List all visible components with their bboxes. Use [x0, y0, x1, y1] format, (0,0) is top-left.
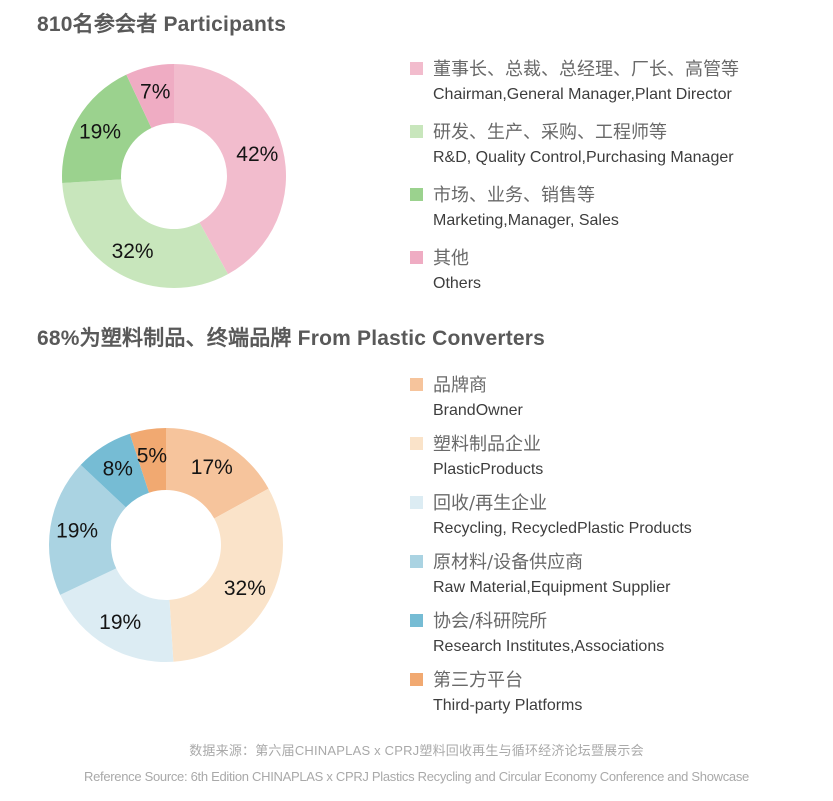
legend-item: 协会/科研院所 Research Institutes,Associations [410, 608, 810, 658]
legend-label-en: Others [433, 275, 482, 292]
legend-label-en: Research Institutes,Associations [433, 638, 665, 655]
legend-label-en: BrandOwner [433, 402, 523, 419]
legend-label-cn: 原材料/设备供应商 [433, 552, 584, 573]
legend-label-en: Third-party Platforms [433, 697, 583, 714]
legend-label-en: Raw Material,Equipment Supplier [433, 579, 671, 596]
legend-item: 董事长、总裁、总经理、厂长、高管等 Chairman,General Manage… [410, 56, 810, 106]
donut-slice [62, 179, 228, 289]
legend-label-cn: 研发、生产、采购、工程师等 [433, 122, 667, 143]
slice-percent-label: 32% [112, 240, 154, 263]
source-text-cn: 数据来源：第六届CHINAPLAS x CPRJ塑料回收再生与循环经济论坛暨展示… [189, 743, 644, 758]
legend-swatch [410, 555, 423, 568]
legend-item: 研发、生产、采购、工程师等 R&D, Quality Control,Purcha… [410, 119, 810, 169]
legend-swatch [410, 614, 423, 627]
slice-percent-label: 32% [224, 577, 266, 600]
footer: 数据来源：第六届CHINAPLAS x CPRJ塑料回收再生与循环经济论坛暨展示… [0, 741, 833, 787]
participants-legend: 董事长、总裁、总经理、厂长、高管等 Chairman,General Manage… [410, 56, 810, 308]
donut-slice [61, 74, 152, 184]
legend-label-cn: 其他 [433, 248, 469, 269]
slice-percent-label: 7% [140, 81, 170, 104]
legend-swatch [410, 188, 423, 201]
legend-swatch [410, 125, 423, 138]
legend-label-en: PlasticProducts [433, 461, 544, 478]
slice-percent-label: 8% [103, 458, 133, 481]
participants-donut-chart: 42% 32% 19% 7% [61, 64, 287, 289]
legend-label-cn: 董事长、总裁、总经理、厂长、高管等 [433, 59, 739, 80]
donut-slice [129, 428, 166, 493]
donut-slice [60, 568, 174, 663]
legend-item: 回收/再生企业 Recycling, RecycledPlastic Produc… [410, 490, 810, 540]
donut-slice [80, 433, 149, 508]
legend-item: 第三方平台 Third-party Platforms [410, 667, 810, 717]
donut-slice [126, 64, 174, 129]
legend-swatch [410, 673, 423, 686]
legend-label-en: Marketing,Manager, Sales [433, 212, 619, 229]
donut-slice [174, 64, 287, 275]
slice-percent-label: 17% [191, 456, 233, 479]
participants-title: 810名参会者 Participants [37, 13, 287, 36]
legend-swatch [410, 378, 423, 391]
legend-label-cn: 市场、业务、销售等 [433, 185, 595, 206]
legend-swatch [410, 251, 423, 264]
legend-label-en: R&D, Quality Control,Purchasing Manager [433, 149, 734, 166]
source-text-en: Reference Source: 6th Edition CHINAPLAS … [84, 769, 749, 784]
legend-item: 原材料/设备供应商 Raw Material,Equipment Supplier [410, 549, 810, 599]
legend-label-cn: 塑料制品企业 [433, 434, 541, 455]
legend-label-cn: 回收/再生企业 [433, 493, 548, 514]
legend-swatch [410, 62, 423, 75]
slice-percent-label: 5% [137, 445, 167, 468]
legend-label-en: Chairman,General Manager,Plant Director [433, 86, 732, 103]
legend-label-en: Recycling, RecycledPlastic Products [433, 520, 692, 537]
slice-percent-label: 19% [79, 121, 121, 144]
donut-slice [166, 428, 269, 519]
converters-legend: 品牌商 BrandOwner 塑料制品企业 PlasticProducts 回收/再生企… [410, 372, 810, 726]
legend-label-cn: 第三方平台 [433, 670, 523, 691]
legend-item: 市场、业务、销售等 Marketing,Manager, Sales [410, 182, 810, 232]
converters-donut-chart: 17% 32% 19% 19% 8%5% [49, 428, 284, 663]
legend-item: 品牌商 BrandOwner [410, 372, 810, 422]
legend-swatch [410, 496, 423, 509]
legend-item: 塑料制品企业 PlasticProducts [410, 431, 810, 481]
slice-percent-label: 19% [56, 519, 98, 542]
legend-swatch [410, 437, 423, 450]
donut-slice [49, 464, 126, 595]
legend-label-cn: 协会/科研院所 [433, 611, 548, 632]
slice-percent-label: 19% [99, 611, 141, 634]
converters-title: 68%为塑料制品、终端品牌 From Plastic Converters [37, 327, 546, 350]
donut-slice [169, 488, 284, 662]
legend-item: 其他 Others [410, 245, 810, 295]
slice-percent-label: 42% [236, 143, 278, 166]
legend-label-cn: 品牌商 [433, 375, 487, 396]
